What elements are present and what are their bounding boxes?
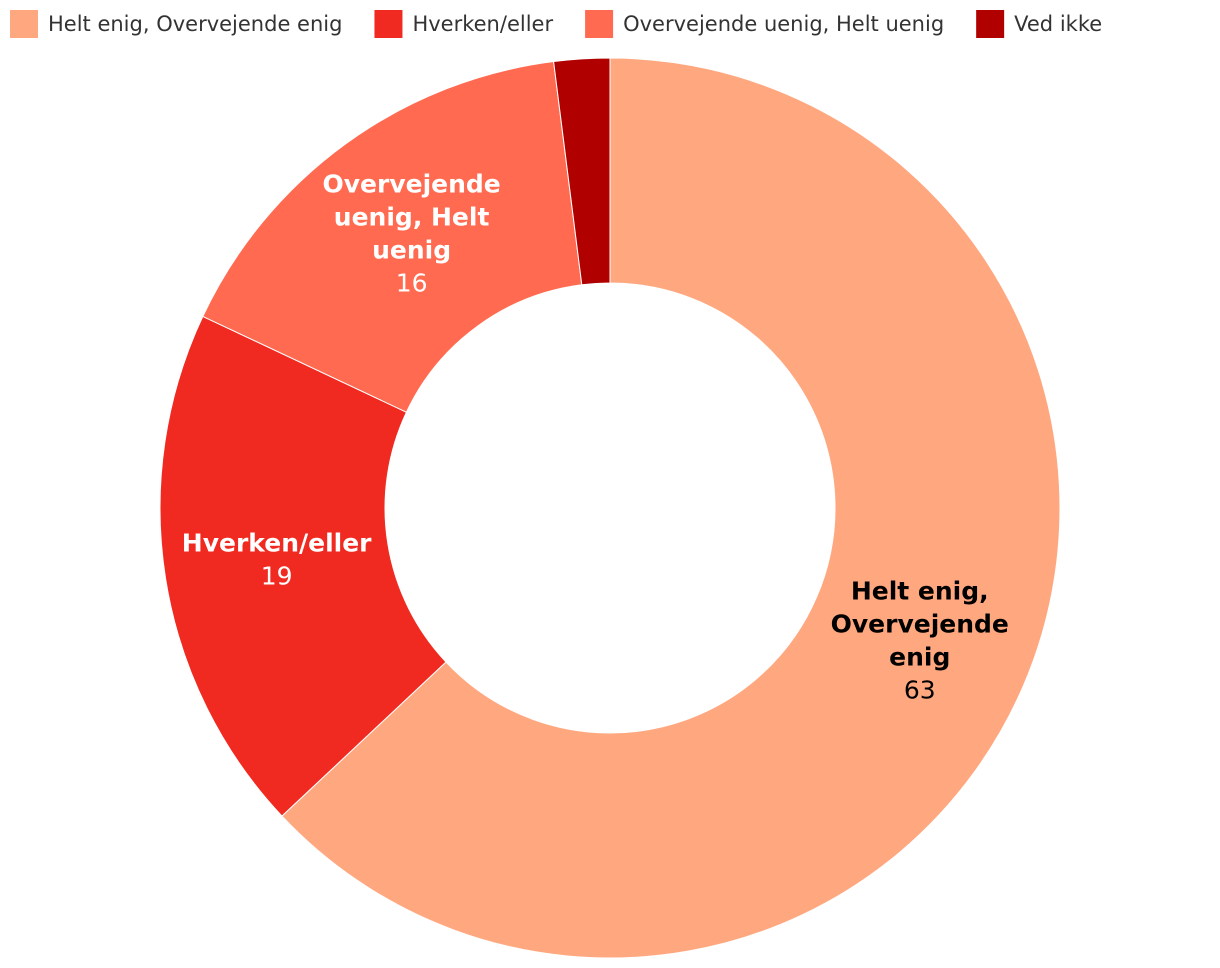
legend-label: Helt enig, Overvejende enig <box>48 12 342 36</box>
legend-swatch <box>585 10 614 38</box>
label-line: Overvejende <box>831 610 1009 639</box>
label-line: Hverken/eller <box>182 528 372 557</box>
label-line: uenig, Helt <box>334 202 490 231</box>
slice <box>553 57 611 286</box>
legend-label: Ved ikke <box>1014 12 1102 36</box>
legend-swatch <box>10 10 38 38</box>
slice <box>281 57 1061 959</box>
legend-swatch <box>976 10 1005 38</box>
label-line: enig <box>889 643 950 672</box>
slice-value: 16 <box>396 268 428 297</box>
slice-value: 63 <box>904 676 936 705</box>
slice-label: Overvejende uenig, Helt uenig <box>322 169 500 264</box>
slice-value: 19 <box>261 561 293 590</box>
slice-label: Helt enig, Overvejende enig <box>831 577 1009 672</box>
label-line: Helt enig, <box>851 577 989 606</box>
legend-label: Overvejende uenig, Helt uenig <box>623 12 944 36</box>
slice-label: Hverken/eller <box>182 528 372 557</box>
label-line: Overvejende <box>322 169 500 198</box>
legend-swatch <box>374 10 403 38</box>
slice <box>202 60 583 413</box>
slice <box>159 315 447 817</box>
label-line: uenig <box>372 235 451 264</box>
legend-label: Hverken/eller <box>412 12 553 36</box>
